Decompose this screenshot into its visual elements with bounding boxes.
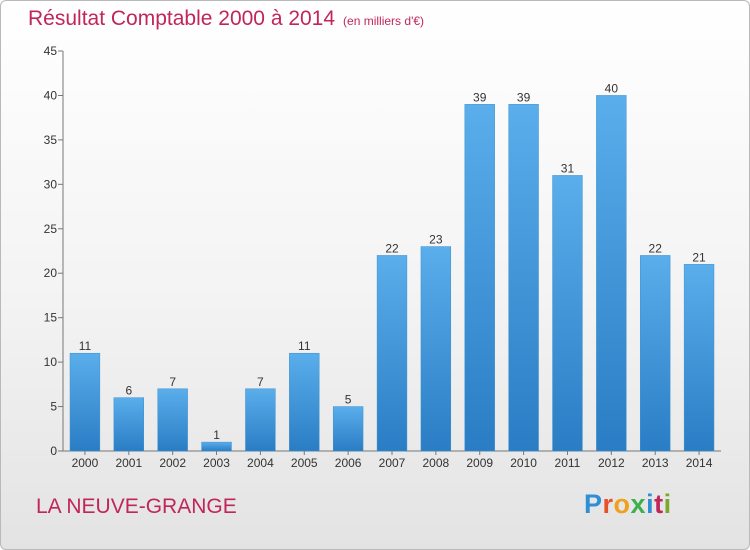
bar-2003 — [201, 441, 232, 452]
value-label-2000: 11 — [79, 339, 92, 353]
chart-title-block: Résultat Comptable 2000 à 2014 (en millie… — [28, 7, 424, 31]
chart-subtitle: (en milliers d'€) — [343, 14, 425, 28]
value-label-2001: 6 — [125, 384, 132, 398]
x-tick-label-2001: 2001 — [115, 456, 142, 470]
y-tick-label: 35 — [44, 133, 58, 147]
logo-letter: i — [663, 489, 672, 519]
x-tick-label-2010: 2010 — [510, 456, 537, 470]
y-tick-label: 5 — [50, 400, 57, 414]
value-label-2006: 5 — [345, 393, 352, 407]
x-tick-label-2008: 2008 — [423, 456, 450, 470]
bar-2005 — [289, 352, 320, 452]
bar-2000 — [69, 352, 101, 452]
bar-2010 — [508, 104, 539, 452]
y-tick-label: 0 — [50, 444, 57, 458]
value-label-2007: 22 — [385, 241, 399, 255]
logo-letter: i — [646, 489, 655, 519]
value-label-2004: 7 — [257, 375, 264, 389]
bar-2004 — [245, 388, 276, 452]
x-tick-label-2003: 2003 — [203, 456, 230, 470]
x-tick-label-2004: 2004 — [247, 456, 274, 470]
value-label-2011: 31 — [561, 161, 575, 175]
x-tick-label-2014: 2014 — [686, 456, 713, 470]
x-tick-label-2000: 2000 — [72, 456, 99, 470]
value-label-2003: 1 — [213, 428, 220, 442]
labels: 2000 11 2001 6 2002 7 2003 1 2004 7 2005 11 2006 5 200… — [72, 81, 713, 470]
y-tick-label: 15 — [44, 311, 58, 325]
logo-letter: o — [613, 489, 631, 519]
commune-name: LA NEUVE-GRANGE — [36, 495, 237, 518]
bar-2011 — [552, 175, 583, 452]
x-tick-label-2006: 2006 — [335, 456, 362, 470]
x-tick-label-2011: 2011 — [555, 456, 581, 470]
logo-letter: x — [630, 489, 647, 519]
logo-letter: r — [602, 489, 614, 519]
bar-2009 — [464, 104, 495, 452]
proxiti-logo: Proxiti — [584, 489, 672, 520]
y-tick-label: 25 — [44, 222, 58, 236]
x-tick-label-2007: 2007 — [379, 456, 406, 470]
y-tick-label: 20 — [44, 266, 58, 280]
bar-2014 — [683, 264, 715, 452]
value-label-2005: 11 — [298, 339, 311, 353]
value-label-2009: 39 — [473, 90, 487, 104]
chart-title: Résultat Comptable 2000 à 2014 — [28, 7, 336, 30]
x-tick-label-2013: 2013 — [642, 456, 669, 470]
bar-2002 — [157, 388, 188, 452]
x-tick-label-2009: 2009 — [466, 456, 493, 470]
logo-letter: P — [584, 489, 603, 519]
logo-letter: t — [654, 489, 664, 519]
value-label-2002: 7 — [169, 375, 176, 389]
y-tick-label: 30 — [44, 177, 58, 191]
value-label-2012: 40 — [605, 81, 619, 95]
x-tick-label-2012: 2012 — [598, 456, 625, 470]
x-tick-label-2002: 2002 — [159, 456, 186, 470]
y-tick-label: 40 — [44, 88, 58, 102]
value-label-2008: 23 — [429, 233, 443, 247]
bar-2006 — [332, 406, 364, 452]
bar-2008 — [420, 246, 452, 452]
bar-2012 — [596, 95, 627, 452]
bars — [69, 95, 715, 452]
bar-2001 — [113, 397, 144, 452]
y-tick-label: 45 — [44, 44, 58, 58]
bar-2013 — [640, 255, 671, 452]
value-label-2014: 21 — [692, 250, 706, 264]
bar-2007 — [376, 255, 408, 452]
value-label-2013: 22 — [649, 241, 663, 255]
x-tick-label-2005: 2005 — [291, 456, 318, 470]
y-tick-label: 10 — [44, 355, 58, 369]
value-label-2010: 39 — [517, 90, 531, 104]
